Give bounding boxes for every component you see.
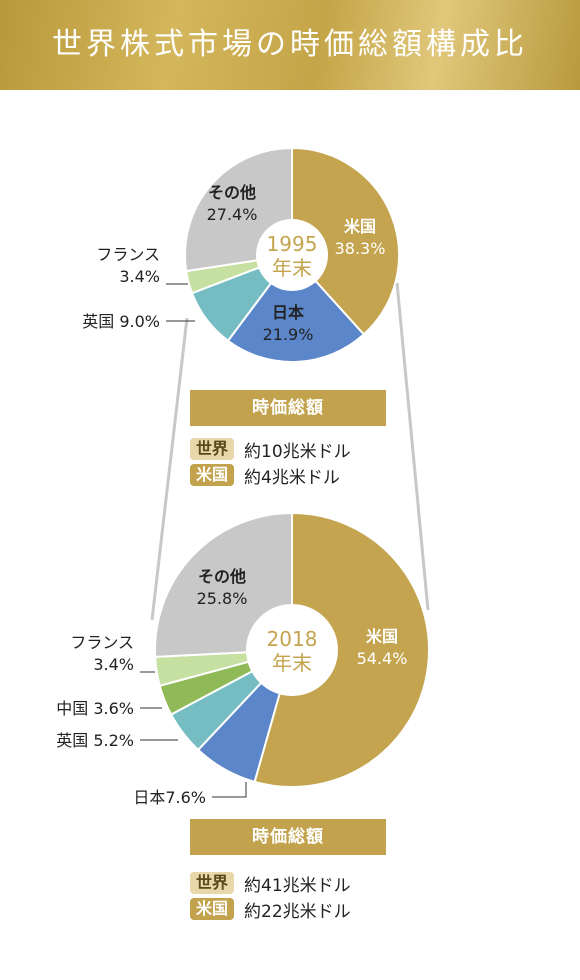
market-cap-heading-2018: 時価総額 [190, 819, 386, 855]
slice-label-china: 中国 3.6% [56, 699, 134, 718]
slice-value-france: 3.4% [93, 655, 134, 674]
slice-name-france: フランス [96, 245, 160, 264]
zoom-connector-left [150, 317, 189, 621]
slice-label-japan: 日本7.6% [133, 788, 206, 807]
slice-name-other: その他 [198, 567, 246, 586]
tag-us: 米国 [190, 898, 235, 920]
center-label: 1995 [267, 232, 318, 256]
pie-slice-us [253, 511, 430, 788]
summary-row-us-1995: 米国 約4兆米ドル [190, 463, 340, 488]
tag-world: 世界 [190, 872, 235, 894]
pie-center [256, 219, 328, 291]
tag-world: 世界 [190, 438, 235, 460]
slice-value-us: 38.3% [335, 239, 386, 258]
value-us: 約22兆米ドル [244, 901, 351, 922]
slice-value-us: 54.4% [357, 649, 408, 668]
center-label: 2018 [267, 627, 318, 651]
summary-row-world-2018: 世界 約41兆米ドル [190, 871, 351, 896]
slice-name-japan: 日本 [272, 303, 304, 322]
value-world: 約10兆米ドル [244, 441, 351, 462]
summary-row-us-2018: 米国 約22兆米ドル [190, 897, 351, 922]
value-world: 約41兆米ドル [244, 875, 351, 896]
tag-us: 米国 [190, 464, 235, 486]
slice-value-france: 3.4% [119, 267, 160, 286]
slice-value-other: 27.4% [207, 205, 258, 224]
summary-row-world-1995: 世界 約10兆米ドル [190, 437, 351, 462]
slice-name-us: 米国 [344, 217, 376, 236]
zoom-connector-right [395, 282, 430, 611]
pie-center [246, 604, 338, 696]
slice-label-uk: 英国 9.0% [82, 312, 160, 331]
slice-name-us: 米国 [366, 627, 398, 646]
leader-line [212, 782, 247, 798]
slice-label-uk: 英国 5.2% [56, 731, 134, 750]
value-us: 約4兆米ドル [244, 467, 340, 488]
slice-name-france: フランス [70, 633, 134, 652]
page-title: 世界株式市場の時価総額構成比 [52, 27, 528, 62]
pie-slice-japan [226, 253, 366, 363]
title-banner [0, 0, 580, 90]
pie-slice-us [291, 146, 400, 336]
market-cap-heading-1995: 時価総額 [190, 390, 386, 426]
slice-value-japan: 21.9% [263, 325, 314, 344]
slice-name-other: その他 [208, 183, 256, 202]
center-label: 年末 [272, 256, 312, 280]
slice-value-other: 25.8% [197, 589, 248, 608]
center-label: 年末 [272, 651, 312, 675]
